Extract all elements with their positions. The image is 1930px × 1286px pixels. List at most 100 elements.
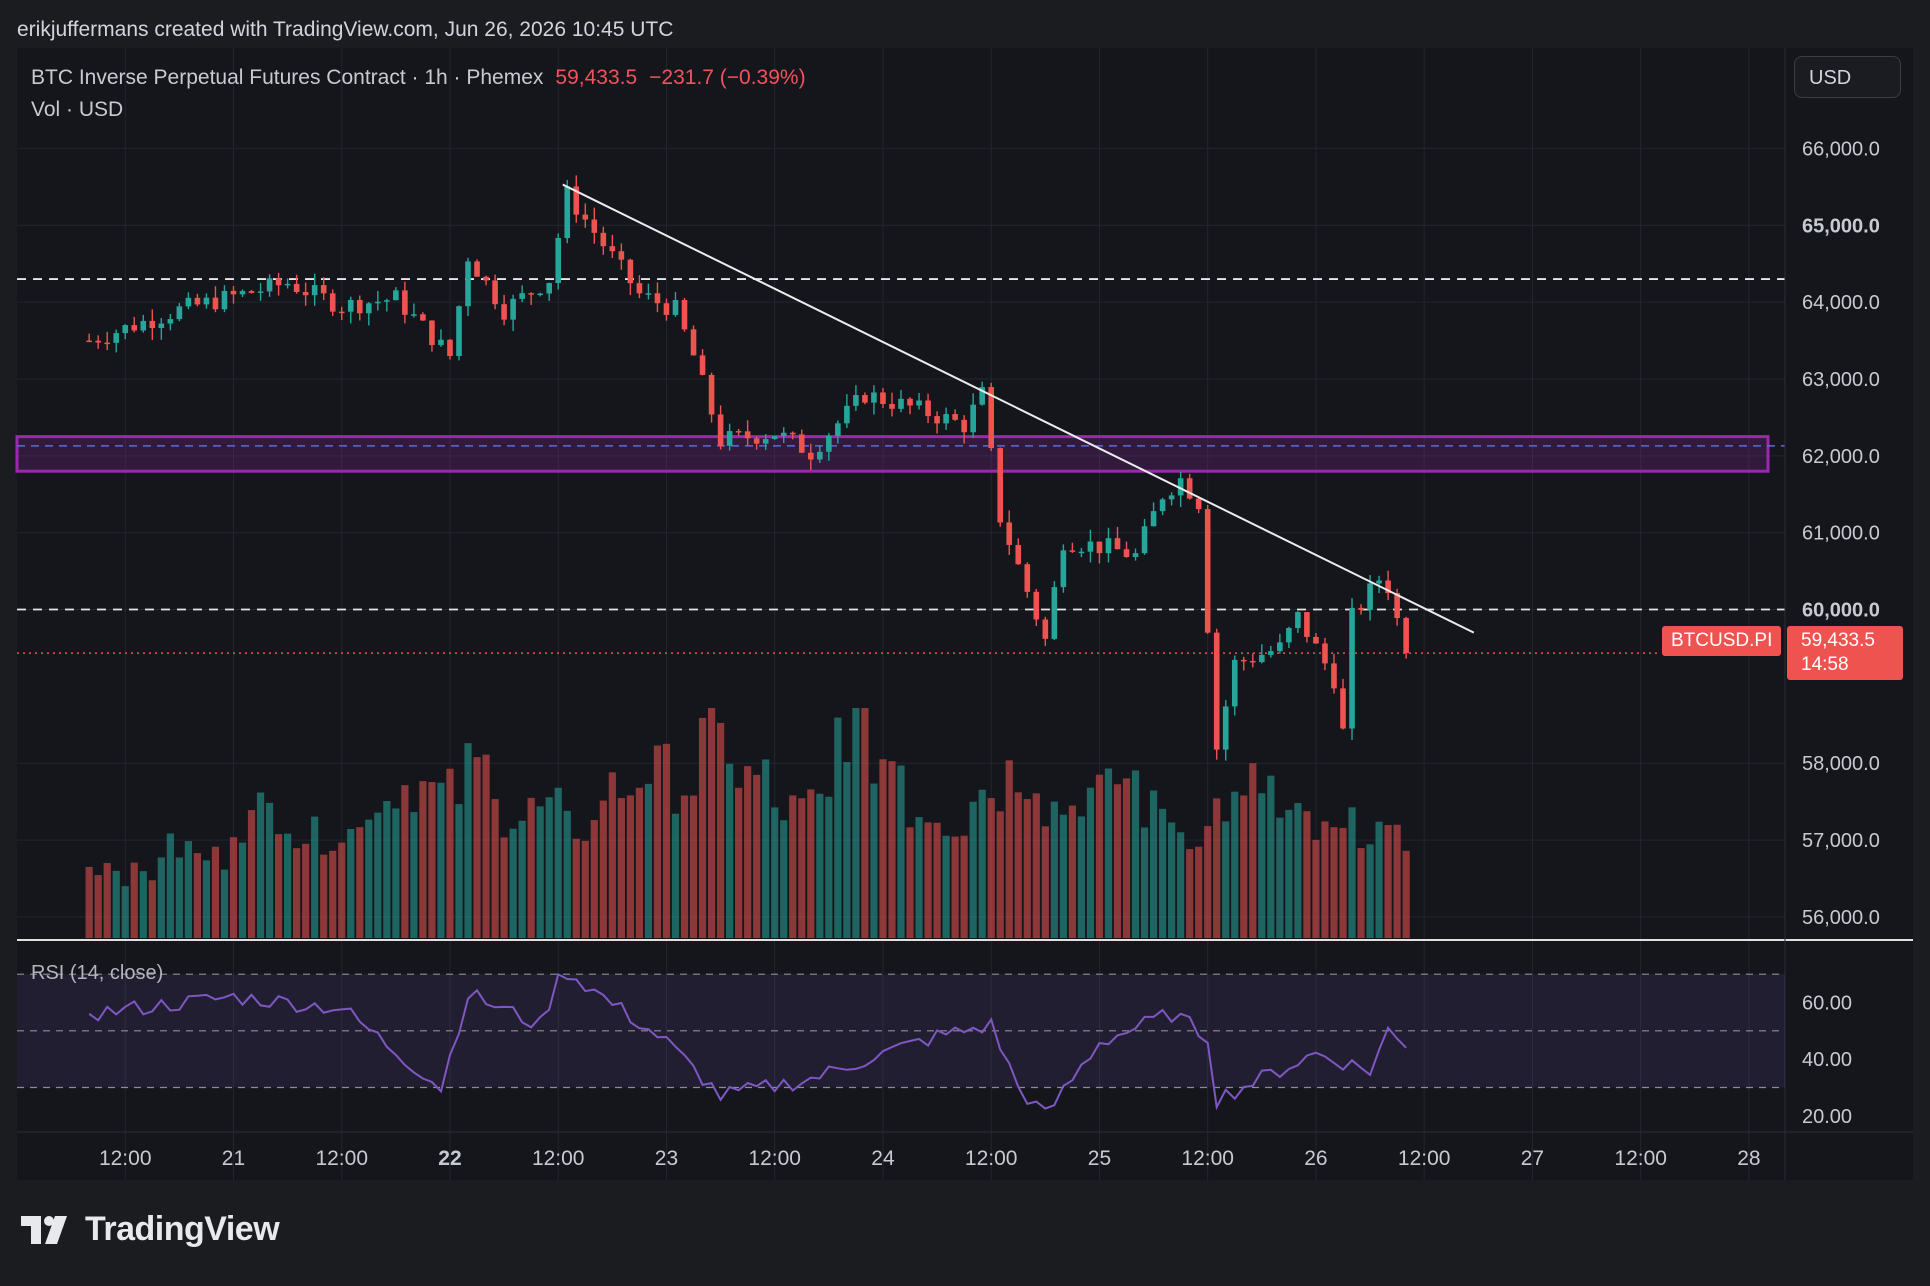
volume-bar [1140,827,1149,938]
candle-body [1105,538,1112,554]
volume-bar [94,875,102,938]
candle-body [1006,522,1013,545]
candle-body [726,431,733,446]
price-axis-label: 65,000.0 [1802,215,1880,237]
legend-symbol[interactable]: BTC Inverse Perpetual Futures Contract ·… [31,66,544,89]
candle-body [456,306,462,357]
candle-body [1123,549,1130,557]
candle-body [1403,617,1409,654]
price-chart-svg[interactable]: 66,000.0 65,000.0 64,000.0 63,000.0 62,000.0… [0,0,1930,1190]
candle-body [176,306,183,320]
candle-body [916,400,922,406]
time-axis-label: 12:00 [532,1147,585,1170]
candle-body [1349,607,1355,729]
volume-bar [1258,793,1266,938]
volume-bar [960,835,968,938]
candle-body [149,320,156,329]
candle-body [1340,688,1346,729]
candle-body [185,297,192,307]
rsi-axis-label: 40.00 [1802,1049,1852,1071]
currency-button[interactable]: USD [1794,56,1901,98]
volume-bar [635,787,644,938]
volume-bar [464,743,472,938]
volume-bar [1104,768,1113,938]
volume-bar [1321,821,1329,938]
candle-body [835,423,841,436]
volume-bar [1131,770,1140,938]
volume-bar [274,834,283,938]
volume-bar [392,808,400,938]
volume-bar [1222,821,1230,938]
candle-body [239,291,246,295]
volume-bar [365,819,373,938]
last-price-value: 59,433.5 [1801,630,1875,651]
brand-name: TradingView [85,1210,280,1248]
candle-body [1096,541,1103,554]
candle-body [167,319,174,324]
candle-body [735,431,742,433]
volume-bar [716,722,725,938]
volume-bar [103,862,111,938]
candle-body [609,246,616,252]
volume-bar [545,797,553,938]
volume-bar [843,762,851,938]
candle-body [1213,632,1220,750]
volume-bar [951,836,959,938]
candle-body [510,298,516,320]
candle-body [889,403,895,409]
volume-bar [419,781,427,938]
volume-bar [130,862,138,938]
chart-area[interactable] [17,48,1913,1180]
candle-body [1087,541,1094,552]
candle-body [293,283,300,293]
candle-body [429,320,435,346]
price-axis-label: 57,000.0 [1802,830,1880,852]
time-axis-label: 12:00 [748,1147,801,1170]
volume-bar [707,708,716,938]
volume-bar [978,789,986,938]
candle-body [699,355,706,375]
volume-bar [166,833,174,938]
volume-bar [238,842,247,938]
volume-bar [1348,807,1356,938]
candle-body [925,400,931,417]
candle-body [537,293,543,296]
volume-bar [852,708,860,938]
volume-bar [473,757,481,938]
candle-body [347,299,354,312]
candle-body [375,301,381,304]
time-axis-label: 12:00 [99,1147,152,1170]
candle-body [113,333,120,343]
candle-body [1042,619,1049,639]
volume-bar [807,789,815,938]
volume-bar [491,799,499,938]
legend-volume[interactable]: Vol · USD [31,98,124,121]
volume-bar [906,827,914,938]
candle-body [1231,659,1238,707]
candle-body [871,392,877,403]
volume-bar [1149,790,1158,938]
candle-body [266,278,273,292]
candle-body [1367,583,1373,610]
time-axis-label: 23 [655,1147,678,1170]
candle-body [230,290,237,295]
volume-bar [608,772,616,938]
volume-bar [1240,795,1248,938]
rsi-label[interactable]: RSI (14, close) [31,962,164,984]
candle-body [302,292,309,296]
candle-body [131,325,138,331]
time-axis-label: 12:00 [315,1147,368,1170]
volume-bar [293,848,301,938]
last-price-label: 59,433.5 14:58 [1787,626,1903,680]
volume-bar [184,841,192,938]
candle-body [194,297,201,305]
volume-bar [1402,850,1410,938]
candle-body [762,439,769,444]
volume-bar [834,717,842,938]
volume-bar [302,843,310,938]
candle-body [284,283,291,286]
candle-body [501,304,507,320]
candle-body [1249,660,1256,663]
volume-bar [311,816,319,938]
candle-body [356,299,363,314]
